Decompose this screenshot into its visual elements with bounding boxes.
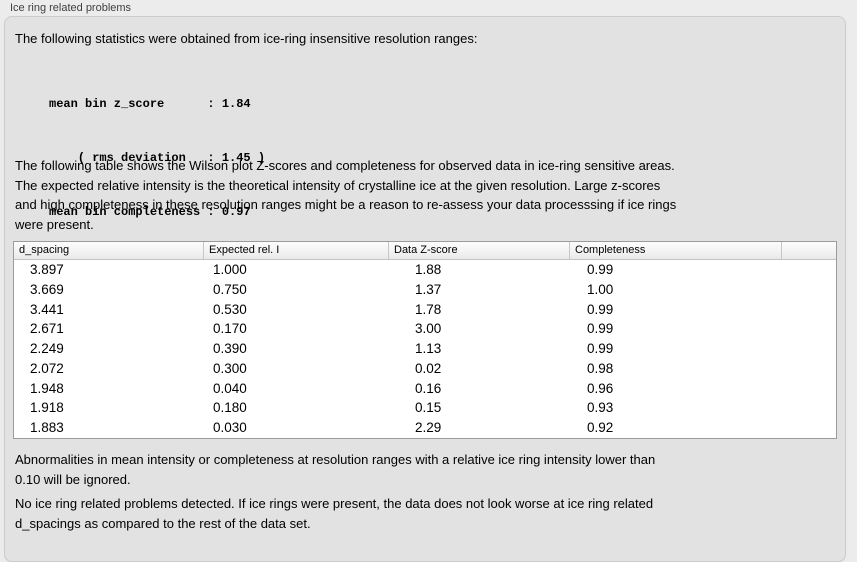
cell-data-z-score: 1.78 [415, 301, 442, 317]
cell-expected-rel-i: 0.040 [213, 380, 247, 396]
cell-completeness: 0.98 [587, 360, 614, 376]
stats-line-z-score-rms: ( rms deviation : 1.45 ) [49, 151, 266, 165]
ice-ring-panel: The following statistics were obtained f… [4, 16, 846, 562]
cell-data-z-score: 1.13 [415, 341, 442, 356]
cell-d-spacing: 1.948 [30, 380, 64, 396]
cell-expected-rel-i: 0.390 [213, 341, 247, 356]
stats-line-z-score: mean bin z_score : 1.84 [49, 97, 251, 111]
cell-spacer [781, 280, 836, 300]
table-row[interactable]: 1.883 0.030 2.29 0.92 [14, 418, 836, 438]
cell-completeness: 1.00 [587, 281, 614, 297]
cell-expected-rel-i: 0.300 [213, 360, 247, 376]
table-row[interactable]: 2.072 0.300 0.02 0.98 [14, 359, 836, 379]
column-header-d-spacing[interactable]: d_spacing [19, 244, 70, 256]
cell-spacer [781, 418, 836, 438]
table-row[interactable]: 2.671 0.170 3.00 0.99 [14, 319, 836, 339]
cell-d-spacing: 2.671 [30, 321, 64, 337]
table-row[interactable]: 3.897 1.000 1.88 0.99 [14, 260, 836, 280]
ice-ring-table: d_spacing Expected rel. I Data Z-score C… [13, 241, 837, 439]
cell-data-z-score: 1.88 [415, 262, 442, 277]
column-header-data-z-score[interactable]: Data Z-score [388, 242, 569, 259]
column-header-spacer [781, 242, 836, 259]
table-row[interactable]: 3.669 0.750 1.37 1.00 [14, 280, 836, 300]
cell-spacer [781, 379, 836, 399]
cell-expected-rel-i: 0.750 [213, 281, 247, 297]
cell-data-z-score: 1.37 [415, 281, 442, 297]
cell-expected-rel-i: 0.180 [213, 400, 247, 416]
stats-line-completeness: mean bin completeness : 0.97 [49, 205, 251, 219]
cell-expected-rel-i: 0.170 [213, 321, 247, 337]
cell-d-spacing: 3.897 [30, 262, 64, 277]
cell-spacer [781, 398, 836, 418]
cell-expected-rel-i: 0.030 [213, 420, 247, 435]
cell-completeness: 0.99 [587, 262, 614, 277]
cell-d-spacing: 3.441 [30, 301, 64, 317]
table-row[interactable]: 2.249 0.390 1.13 0.99 [14, 339, 836, 359]
intro-text: The following statistics were obtained f… [15, 31, 478, 46]
table-header-row: d_spacing Expected rel. I Data Z-score C… [14, 242, 836, 260]
cell-spacer [781, 359, 836, 379]
cell-data-z-score: 0.16 [415, 380, 442, 396]
cell-data-z-score: 0.15 [415, 400, 442, 416]
ignore-note-text: Abnormalities in mean intensity or compl… [15, 452, 656, 487]
cell-d-spacing: 2.072 [30, 360, 64, 376]
cell-data-z-score: 2.29 [415, 420, 442, 435]
cell-d-spacing: 2.249 [30, 341, 64, 356]
description-text: The following table shows the Wilson plo… [15, 158, 677, 232]
cell-completeness: 0.96 [587, 380, 614, 396]
table-row[interactable]: 1.948 0.040 0.16 0.96 [14, 379, 836, 399]
cell-d-spacing: 1.883 [30, 420, 64, 435]
conclusion-text: No ice ring related problems detected. I… [15, 496, 654, 531]
cell-spacer [781, 319, 836, 339]
cell-d-spacing: 1.918 [30, 400, 64, 416]
cell-spacer [781, 260, 836, 280]
cell-spacer [781, 339, 836, 359]
cell-completeness: 0.99 [587, 321, 614, 337]
cell-spacer [781, 300, 836, 320]
cell-expected-rel-i: 0.530 [213, 301, 247, 317]
table-row[interactable]: 3.441 0.530 1.78 0.99 [14, 300, 836, 320]
cell-data-z-score: 3.00 [415, 321, 442, 337]
column-header-expected-rel-i[interactable]: Expected rel. I [203, 242, 388, 259]
cell-expected-rel-i: 1.000 [213, 262, 247, 277]
cell-data-z-score: 0.02 [415, 360, 442, 376]
column-header-completeness[interactable]: Completeness [569, 242, 781, 259]
cell-completeness: 0.93 [587, 400, 614, 416]
table-row[interactable]: 1.918 0.180 0.15 0.93 [14, 398, 836, 418]
cell-completeness: 0.99 [587, 341, 614, 356]
cell-completeness: 0.92 [587, 420, 614, 435]
page-title: Ice ring related problems [10, 2, 132, 14]
cell-d-spacing: 3.669 [30, 281, 64, 297]
cell-completeness: 0.99 [587, 301, 614, 317]
